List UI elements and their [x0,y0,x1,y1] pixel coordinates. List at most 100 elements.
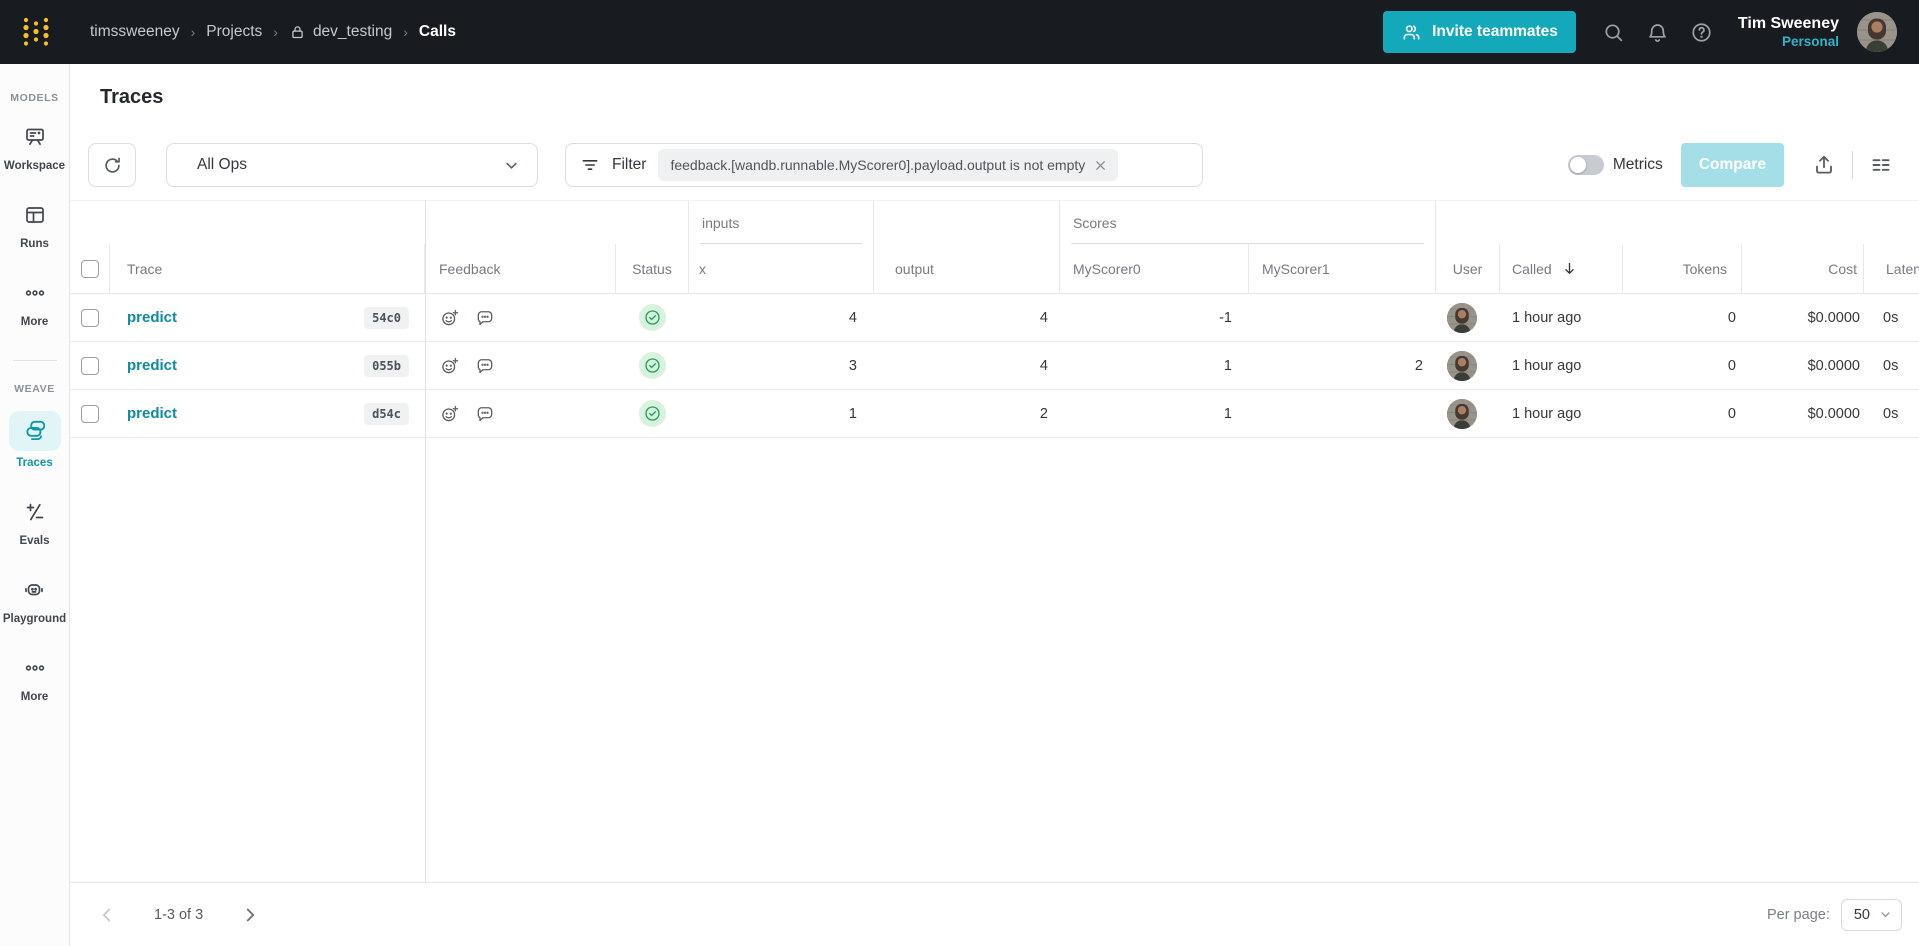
sidebar-item-workspace[interactable]: Workspace [4,120,65,172]
user-menu[interactable]: Tim Sweeney Personal [1738,14,1839,51]
filter-chip-close-icon[interactable] [1093,158,1108,173]
metrics-toggle[interactable] [1567,155,1604,175]
header-cost[interactable]: Cost [1742,244,1864,293]
sidebar-item-more-weave[interactable]: More [15,651,55,703]
wandb-logo-icon[interactable] [20,15,52,49]
comment-icon[interactable] [475,308,495,328]
breadcrumb-project[interactable]: dev_testing [289,23,392,41]
metrics-label: Metrics [1612,156,1663,173]
header-called[interactable]: Called [1500,244,1623,293]
sidebar-divider [12,360,57,361]
row-checkbox[interactable] [81,356,99,375]
sidebar-item-label: Evals [19,535,50,547]
header-status[interactable]: Status [616,244,689,293]
filter-bar[interactable]: Filter feedback.[wandb.runnable.MyScorer… [565,143,1203,187]
refresh-button[interactable] [88,143,136,187]
trace-op-link[interactable]: predict [127,357,178,374]
header-feedback[interactable]: Feedback [425,244,616,293]
header-myscorer0[interactable]: MyScorer0 [1060,244,1249,293]
op-filter-value: All Ops [197,156,247,173]
call-id-badge[interactable]: 54c0 [364,306,409,329]
table-row[interactable]: predict 54c0 4 4 -1 1 hour ago 0 $0.0000… [70,294,1919,342]
trace-op-link[interactable]: predict [127,405,178,422]
sidebar-item-evals[interactable]: Evals [15,495,55,547]
sidebar-item-more-models[interactable]: More [15,276,55,328]
left-sidebar: MODELS Workspace Runs More WEAVE Tr [0,64,70,946]
group-spacer [70,201,689,244]
toggle-knob [1569,157,1586,173]
sidebar-section-weave: WEAVE [14,383,55,395]
add-reaction-icon[interactable] [440,404,460,424]
header-user[interactable]: User [1436,244,1500,293]
header-latency[interactable]: Latency [1886,260,1919,277]
trace-op-link[interactable]: predict [127,309,178,326]
row-checkbox[interactable] [81,308,99,327]
filter-lines-icon [580,155,600,175]
row-checkbox[interactable] [81,404,99,423]
search-icon[interactable] [1592,10,1636,54]
row-user-avatar[interactable] [1447,350,1477,381]
evals-icon [15,495,55,529]
breadcrumb-project-label: dev_testing [312,23,393,40]
filter-chip[interactable]: feedback.[wandb.runnable.MyScorer0].payl… [658,149,1119,181]
export-icon[interactable] [1806,147,1842,183]
cell-x: 1 [848,405,857,422]
per-page-select[interactable]: 50 [1840,898,1902,931]
header-output[interactable]: output [874,244,1060,293]
cell-myscorer0: -1 [1219,309,1232,326]
user-avatar[interactable] [1857,12,1897,52]
sidebar-item-label: Playground [2,613,67,625]
header-called-label: Called [1512,260,1552,277]
table-row[interactable]: predict 055b 3 4 1 2 1 hour ago 0 $0.000… [70,342,1919,390]
cell-myscorer1 [1249,294,1436,341]
status-success-icon [639,352,666,379]
sidebar-item-label: Workspace [3,160,66,172]
cell-myscorer1: 2 [1414,357,1423,374]
breadcrumb-separator: › [190,24,196,40]
comment-icon[interactable] [475,404,495,424]
sidebar-item-playground[interactable]: Playground [3,573,66,625]
sidebar-item-runs[interactable]: Runs [15,198,55,250]
breadcrumb-account[interactable]: timssweeney [90,23,180,40]
notifications-bell-icon[interactable] [1636,10,1680,54]
select-all-checkbox[interactable] [80,259,99,278]
cell-latency: 0s [1883,309,1899,326]
breadcrumb: timssweeney › Projects › dev_testing › C… [90,23,456,41]
add-reaction-icon[interactable] [440,356,460,376]
row-user-avatar[interactable] [1447,302,1477,333]
manage-columns-icon[interactable] [1863,147,1899,183]
breadcrumb-separator: › [403,24,408,40]
add-reaction-icon[interactable] [440,308,460,328]
cell-cost: $0.0000 [1807,357,1860,374]
group-inputs: inputs [689,201,874,244]
cell-myscorer1 [1249,390,1436,437]
lock-icon [289,24,306,41]
header-trace[interactable]: Trace [110,244,425,293]
cell-tokens: 0 [1727,405,1736,422]
next-page-icon[interactable] [239,904,261,926]
header-myscorer1[interactable]: MyScorer1 [1249,244,1436,293]
help-icon[interactable] [1680,10,1724,54]
header-tokens[interactable]: Tokens [1623,244,1742,293]
user-scope: Personal [1781,33,1839,49]
playground-robot-icon [14,573,54,607]
call-id-badge[interactable]: 055b [364,354,409,377]
group-spacer [874,201,1060,244]
prev-page-icon[interactable] [96,904,118,926]
call-id-badge[interactable]: d54c [364,402,409,425]
table-row[interactable]: predict d54c 1 2 1 1 hour ago 0 $0.0000 … [70,390,1919,438]
cell-latency: 0s [1883,357,1899,374]
cell-output: 4 [1039,309,1048,326]
comment-icon[interactable] [475,356,495,376]
invite-teammates-button[interactable]: Invite teammates [1383,11,1576,53]
compare-button[interactable]: Compare [1680,143,1784,187]
per-page-value: 50 [1853,906,1870,923]
breadcrumb-projects[interactable]: Projects [206,23,263,40]
op-filter-select[interactable]: All Ops [166,143,538,187]
row-user-avatar[interactable] [1447,398,1477,429]
chevron-down-icon [502,156,521,175]
cell-cost: $0.0000 [1807,405,1860,422]
sidebar-item-traces[interactable]: Traces [8,411,61,469]
header-x[interactable]: x [689,244,874,293]
breadcrumb-separator: › [273,24,278,40]
